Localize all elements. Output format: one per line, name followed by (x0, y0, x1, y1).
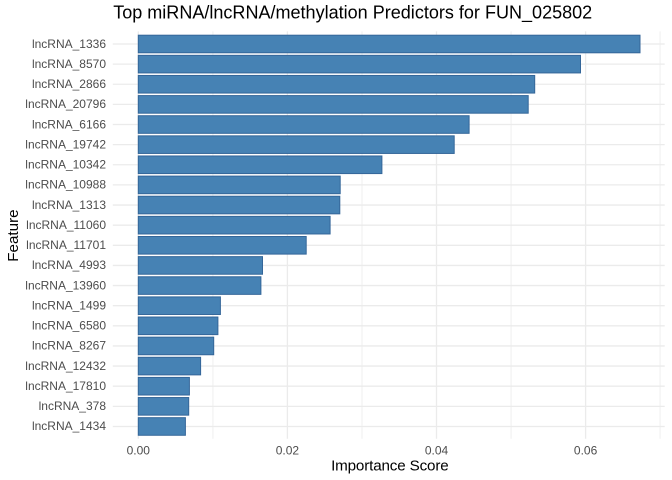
svg-text:0.02: 0.02 (276, 444, 300, 458)
svg-text:Top miRNA/lncRNA/methylation P: Top miRNA/lncRNA/methylation Predictors … (113, 2, 592, 23)
svg-text:lncRNA_1434: lncRNA_1434 (32, 419, 106, 433)
svg-text:lncRNA_17810: lncRNA_17810 (25, 379, 106, 393)
svg-text:lncRNA_2866: lncRNA_2866 (32, 77, 106, 91)
svg-text:Importance Score: Importance Score (331, 457, 448, 474)
svg-text:lncRNA_11701: lncRNA_11701 (26, 238, 106, 252)
svg-text:lncRNA_20796: lncRNA_20796 (25, 97, 106, 111)
svg-text:lncRNA_13960: lncRNA_13960 (25, 278, 106, 292)
svg-text:Feature: Feature (5, 209, 22, 261)
svg-text:0.04: 0.04 (425, 444, 449, 458)
svg-text:0.00: 0.00 (127, 444, 151, 458)
svg-text:lncRNA_11060: lncRNA_11060 (26, 218, 106, 232)
svg-text:0.06: 0.06 (574, 444, 598, 458)
svg-text:lncRNA_6166: lncRNA_6166 (32, 117, 106, 131)
svg-text:lncRNA_1336: lncRNA_1336 (32, 37, 106, 51)
svg-text:lncRNA_8267: lncRNA_8267 (32, 339, 106, 353)
svg-text:lncRNA_4993: lncRNA_4993 (32, 258, 106, 272)
svg-text:lncRNA_378: lncRNA_378 (39, 399, 107, 413)
svg-text:lncRNA_10988: lncRNA_10988 (25, 178, 106, 192)
svg-text:lncRNA_1313: lncRNA_1313 (32, 198, 106, 212)
svg-text:lncRNA_8570: lncRNA_8570 (32, 57, 106, 71)
svg-text:lncRNA_10342: lncRNA_10342 (25, 158, 106, 172)
svg-text:lncRNA_12432: lncRNA_12432 (25, 359, 106, 373)
svg-text:lncRNA_1499: lncRNA_1499 (32, 298, 106, 312)
svg-text:lncRNA_19742: lncRNA_19742 (25, 137, 106, 151)
svg-text:lncRNA_6580: lncRNA_6580 (32, 319, 106, 333)
